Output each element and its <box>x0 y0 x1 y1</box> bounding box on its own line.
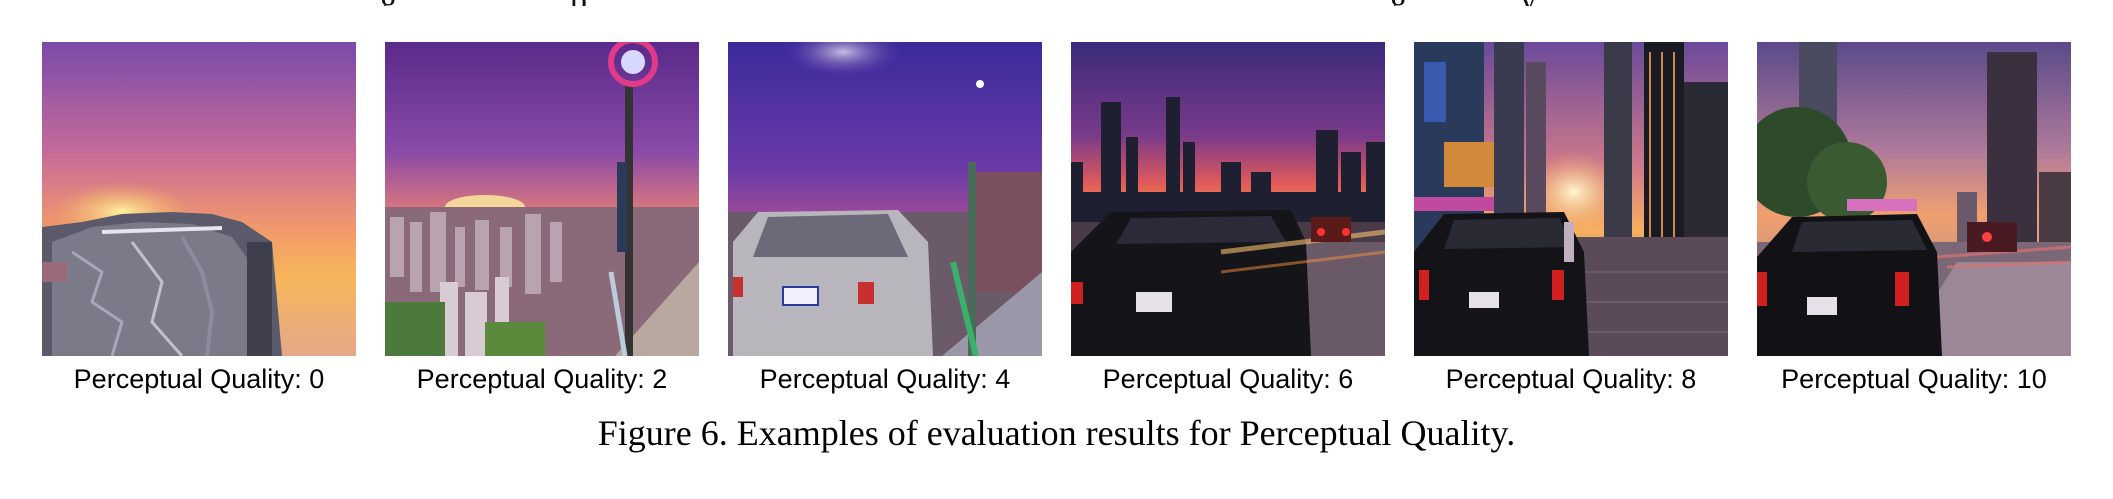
example-panel-quality-10: Perceptual Quality: 10 <box>1757 42 2071 402</box>
generated-image-quality-0 <box>42 42 356 356</box>
example-panel-quality-6: Perceptual Quality: 6 <box>1071 42 1385 402</box>
generated-image-quality-10 <box>1757 42 2071 356</box>
cut-off-text-line: g p g y <box>0 0 2113 6</box>
example-panel-quality-8: Perceptual Quality: 8 <box>1414 42 1728 402</box>
quality-label: Perceptual Quality: 6 <box>1102 364 1354 394</box>
quality-label: Perceptual Quality: 2 <box>416 364 668 394</box>
generated-image-quality-6 <box>1071 42 1385 356</box>
generated-image-quality-2 <box>385 42 699 356</box>
example-panel-quality-2: Perceptual Quality: 2 <box>385 42 699 402</box>
figure-caption: Figure 6. Examples of evaluation results… <box>597 413 1516 453</box>
example-panel-quality-0: Perceptual Quality: 0 <box>42 42 356 402</box>
quality-label: Perceptual Quality: 0 <box>73 364 325 394</box>
generated-image-quality-4 <box>728 42 1042 356</box>
example-image-row: Perceptual Quality: 0 <box>42 42 2071 402</box>
generated-image-quality-8 <box>1414 42 1728 356</box>
quality-label: Perceptual Quality: 10 <box>1781 364 2047 394</box>
example-panel-quality-4: Perceptual Quality: 4 <box>728 42 1042 402</box>
quality-label: Perceptual Quality: 4 <box>759 364 1011 394</box>
quality-label: Perceptual Quality: 8 <box>1445 364 1697 394</box>
